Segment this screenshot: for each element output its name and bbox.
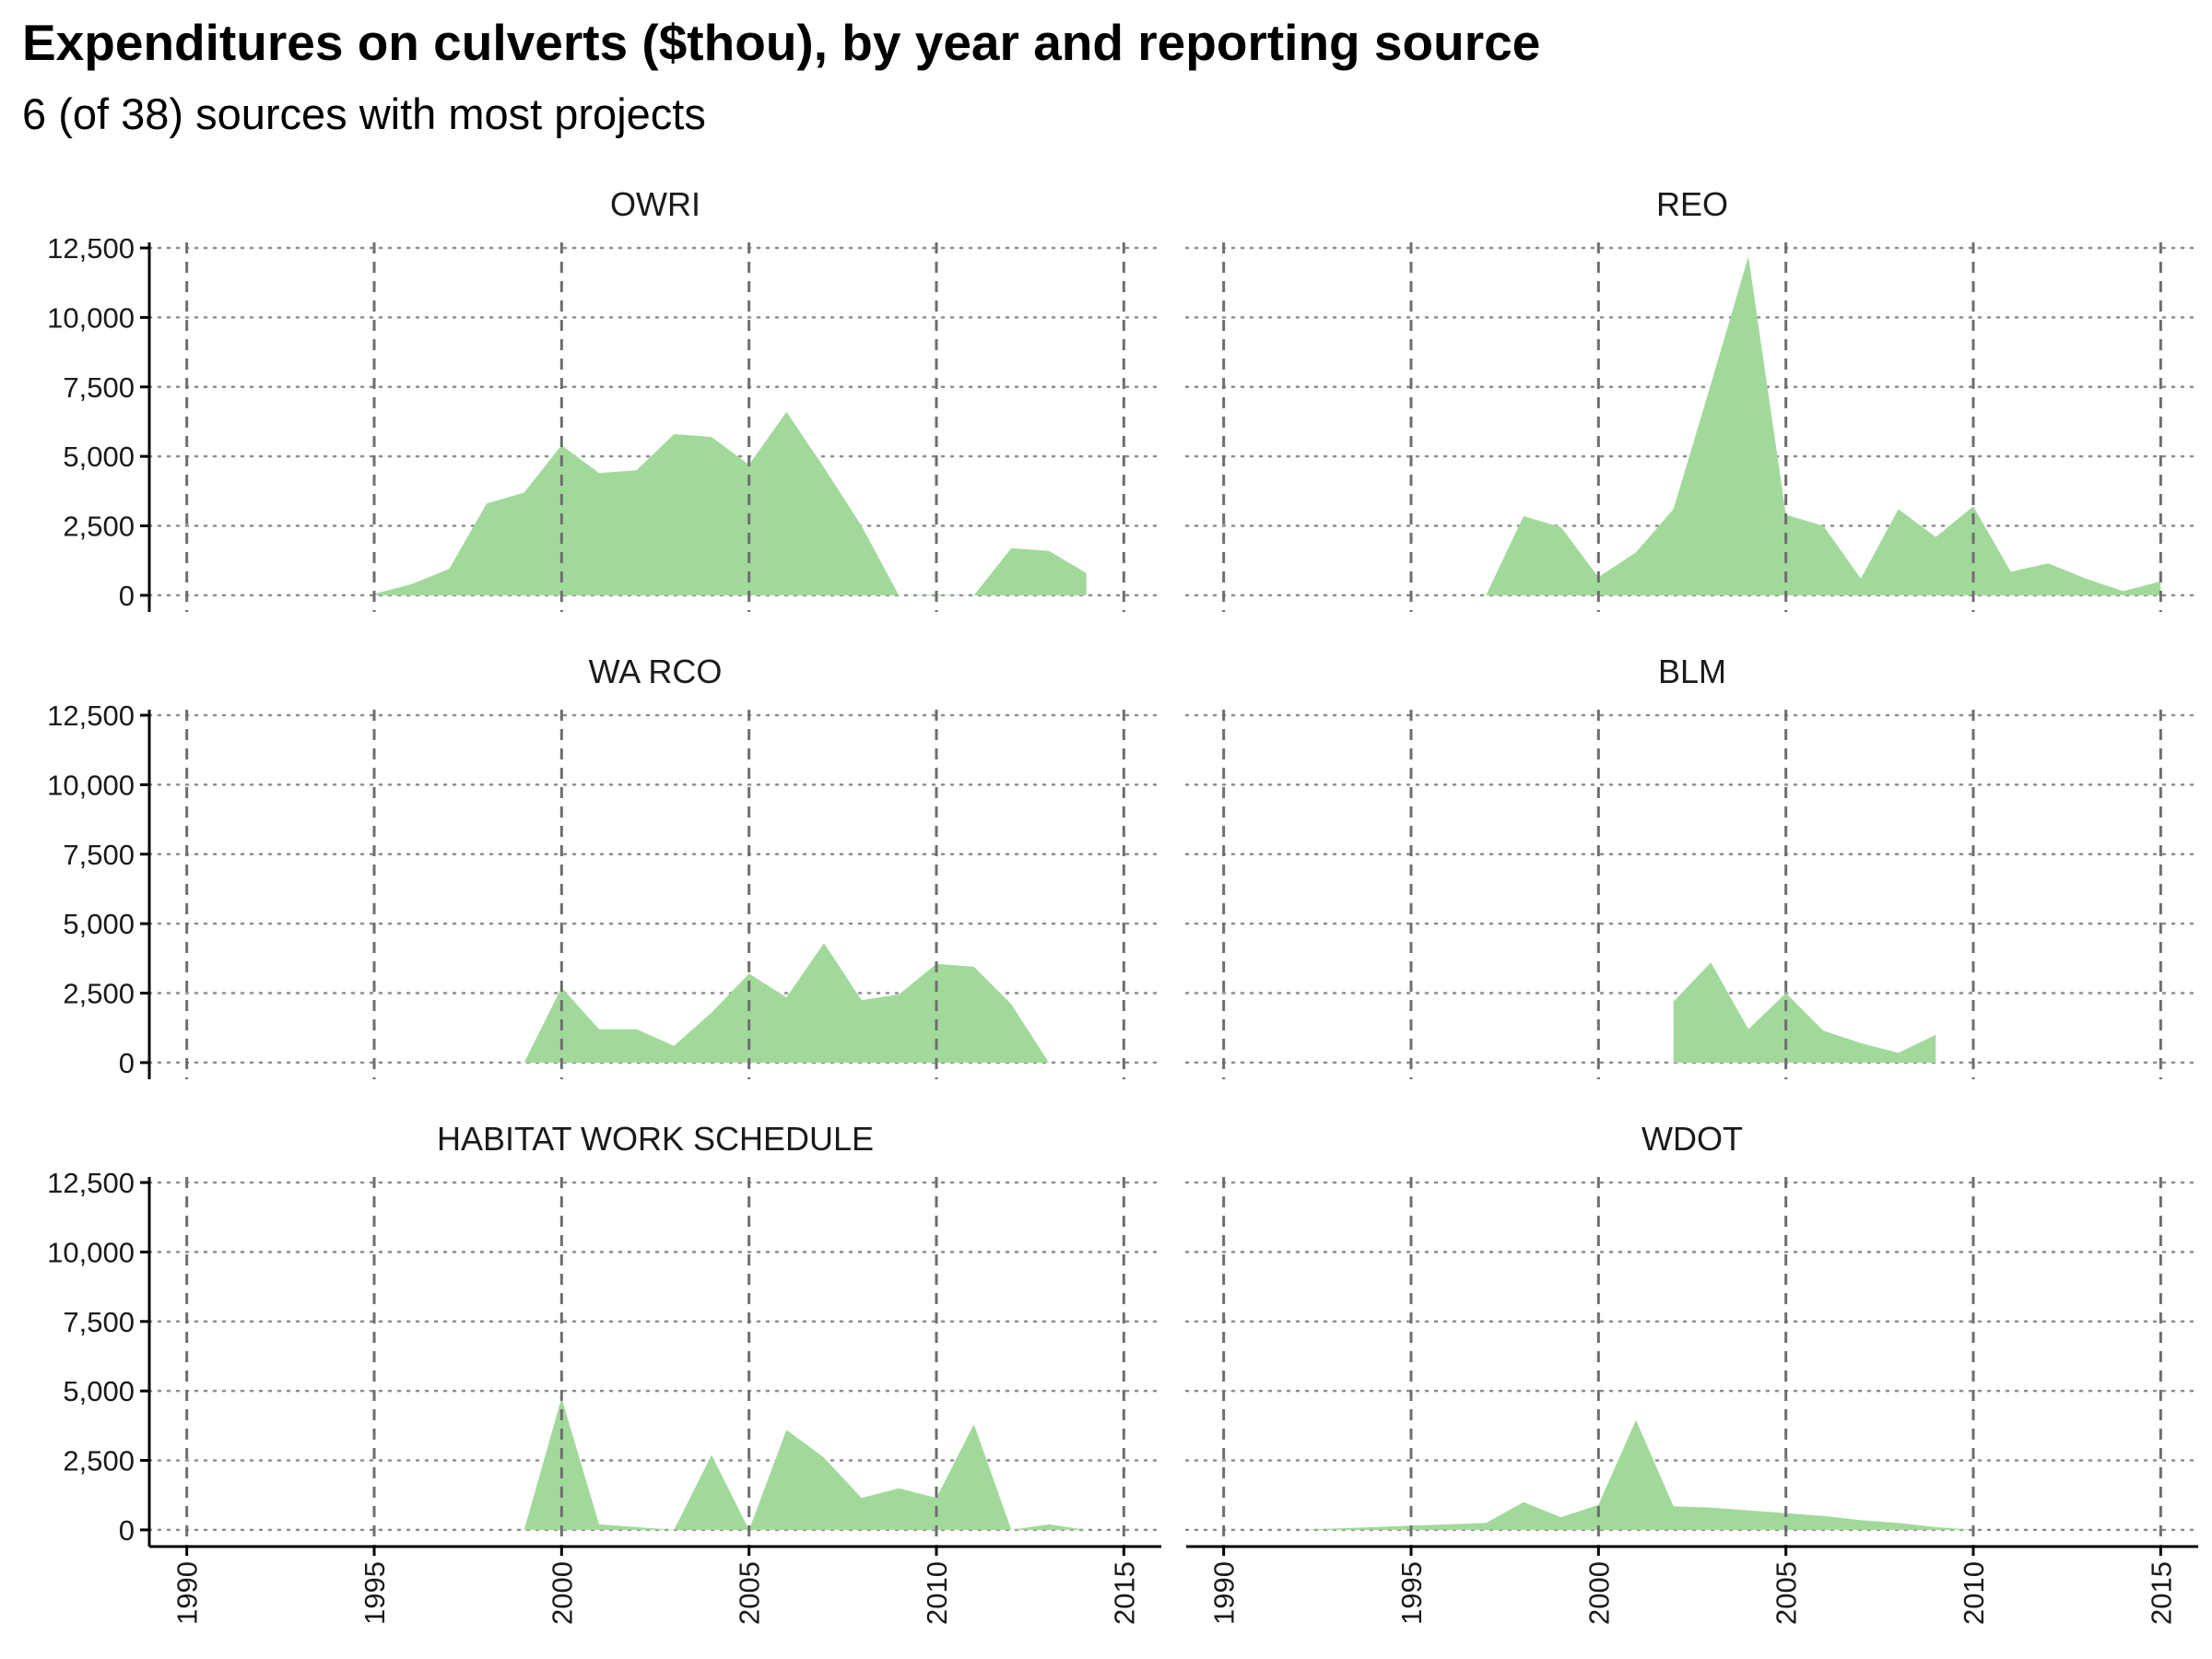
area-wdot bbox=[1299, 1419, 1973, 1530]
area-reo bbox=[1486, 256, 2161, 595]
x-tick-label-1995-habitat-work-schedule: 1995 bbox=[359, 1561, 391, 1625]
y-tick-label-5000-habitat-work-schedule: 5,000 bbox=[63, 1375, 135, 1407]
x-tick-label-1990-wdot: 1990 bbox=[1208, 1561, 1241, 1625]
y-tick-label-10000-owri: 10,000 bbox=[47, 301, 135, 334]
x-tick-label-2015-habitat-work-schedule: 2015 bbox=[1108, 1561, 1140, 1625]
x-tick-label-2010-wdot: 2010 bbox=[1958, 1561, 1990, 1625]
panel-title-reo: REO bbox=[1656, 185, 1728, 223]
area-habitat-work-schedule bbox=[524, 1397, 1087, 1530]
area-blm bbox=[1673, 962, 1936, 1063]
y-tick-label-12500-wa-rco: 12,500 bbox=[47, 700, 135, 732]
x-tick-label-2000-wdot: 2000 bbox=[1583, 1561, 1615, 1625]
y-tick-label-7500-owri: 7,500 bbox=[63, 371, 135, 404]
x-tick-label-2015-wdot: 2015 bbox=[2145, 1561, 2177, 1625]
y-tick-label-5000-owri: 5,000 bbox=[63, 441, 135, 473]
x-tick-label-2010-habitat-work-schedule: 2010 bbox=[921, 1561, 953, 1625]
y-tick-label-0-owri: 0 bbox=[119, 580, 135, 612]
panel-title-blm: BLM bbox=[1658, 653, 1726, 690]
x-tick-label-2005-habitat-work-schedule: 2005 bbox=[734, 1561, 766, 1625]
x-tick-label-1995-wdot: 1995 bbox=[1395, 1561, 1428, 1625]
y-tick-label-10000-wa-rco: 10,000 bbox=[47, 769, 135, 801]
x-tick-label-1990-habitat-work-schedule: 1990 bbox=[171, 1561, 204, 1625]
chart-title: Expenditures on culverts ($thou), by yea… bbox=[22, 14, 1541, 71]
y-tick-label-0-habitat-work-schedule: 0 bbox=[119, 1514, 135, 1547]
panel-title-wa-rco: WA RCO bbox=[589, 653, 723, 690]
panel-title-wdot: WDOT bbox=[1641, 1120, 1743, 1158]
y-tick-label-2500-wa-rco: 2,500 bbox=[63, 978, 135, 1010]
y-tick-label-10000-habitat-work-schedule: 10,000 bbox=[47, 1236, 135, 1268]
panel-title-habitat-work-schedule: HABITAT WORK SCHEDULE bbox=[437, 1120, 874, 1158]
y-tick-label-5000-wa-rco: 5,000 bbox=[63, 908, 135, 940]
y-tick-label-12500-owri: 12,500 bbox=[47, 232, 135, 265]
y-tick-label-0-wa-rco: 0 bbox=[119, 1047, 135, 1079]
x-tick-label-2000-habitat-work-schedule: 2000 bbox=[546, 1561, 578, 1625]
area-owri bbox=[374, 411, 1087, 595]
panel-title-owri: OWRI bbox=[610, 185, 700, 223]
y-tick-label-12500-habitat-work-schedule: 12,500 bbox=[47, 1167, 135, 1199]
y-tick-label-2500-habitat-work-schedule: 2,500 bbox=[63, 1445, 135, 1477]
y-tick-label-7500-habitat-work-schedule: 7,500 bbox=[63, 1306, 135, 1338]
chart-subtitle: 6 (of 38) sources with most projects bbox=[22, 89, 706, 138]
x-tick-label-2005-wdot: 2005 bbox=[1771, 1561, 1803, 1625]
area-wa-rco bbox=[524, 943, 1049, 1063]
y-tick-label-2500-owri: 2,500 bbox=[63, 511, 135, 543]
y-tick-label-7500-wa-rco: 7,500 bbox=[63, 839, 135, 871]
